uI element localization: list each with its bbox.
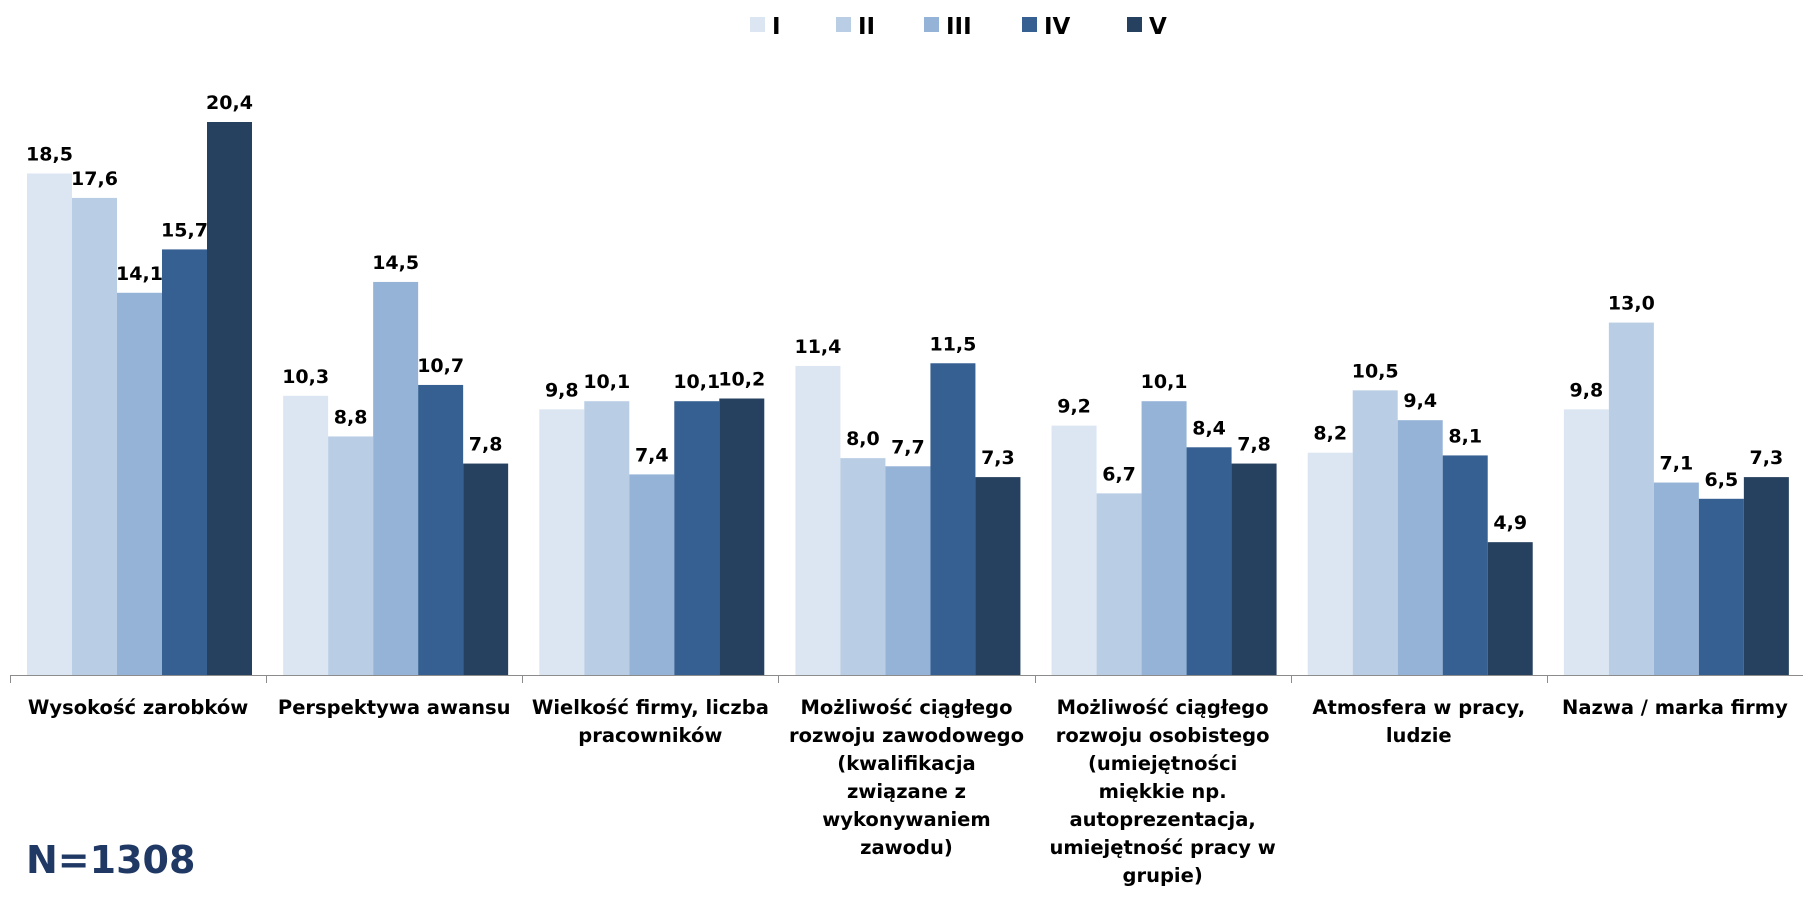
bar-series-II-cat-2	[584, 401, 630, 675]
bar-value-label: 9,4	[1403, 390, 1437, 412]
bar-value-label: 7,1	[1660, 453, 1694, 475]
x-tick-label: Nazwa / marka firmy	[1562, 696, 1788, 719]
bar-value-label: 8,4	[1192, 417, 1226, 439]
bar-value-label: 6,5	[1705, 469, 1739, 491]
bar-value-label: 17,6	[71, 168, 118, 190]
bar-series-III-cat-6	[1653, 482, 1699, 675]
bar-series-V-cat-5	[1487, 542, 1533, 675]
legend-swatch-III	[924, 17, 939, 32]
bar-value-label: 7,3	[981, 447, 1015, 469]
x-tick-label: Wielkość firmy, liczba pracowników	[531, 696, 769, 747]
bar-series-III-cat-3	[885, 466, 931, 675]
bar-value-label: 14,5	[372, 252, 419, 274]
bar-value-label: 9,8	[545, 379, 579, 401]
bar-series-V-cat-4	[1231, 463, 1277, 675]
bar-series-V-cat-0	[207, 122, 252, 675]
x-tick-label: Atmosfera w pracy, ludzie	[1312, 696, 1526, 747]
bar-value-label: 10,1	[1141, 371, 1188, 393]
x-tick-label: Wysokość zarobków	[27, 696, 249, 719]
bar-value-label: 9,8	[1570, 379, 1604, 401]
bar-series-V-cat-3	[975, 477, 1021, 675]
x-tick-label: Możliwość ciągłego rozwoju zawodowego (k…	[788, 696, 1024, 859]
bar-series-I-cat-4	[1051, 425, 1097, 675]
bar-value-label: 13,0	[1608, 293, 1655, 315]
legend-label-II: II	[858, 14, 875, 40]
bar-value-label: 10,5	[1352, 360, 1399, 382]
bar-series-IV-cat-2	[674, 401, 720, 675]
bar-value-label: 8,0	[846, 428, 880, 450]
bar-value-label: 10,1	[583, 371, 630, 393]
legend-label-I: I	[772, 14, 781, 40]
bar-series-II-cat-5	[1352, 390, 1398, 675]
x-tick-label: Perspektywa awansu	[277, 696, 511, 719]
bar-series-I-cat-1	[283, 395, 329, 675]
legend-label-IV: IV	[1044, 14, 1071, 40]
bar-series-II-cat-3	[840, 458, 886, 675]
bar-value-label: 6,7	[1102, 463, 1136, 485]
bar-value-label: 8,8	[334, 406, 368, 428]
legend-label-V: V	[1149, 14, 1167, 40]
bar-series-IV-cat-4	[1186, 447, 1232, 675]
bar-series-V-cat-1	[463, 463, 509, 675]
bar-value-label: 20,4	[206, 92, 253, 114]
bar-series-III-cat-4	[1141, 401, 1187, 675]
bar-series-II-cat-0	[72, 197, 117, 675]
bar-value-label: 10,1	[673, 371, 720, 393]
bar-value-label: 15,7	[161, 219, 208, 241]
legend-swatch-V	[1127, 17, 1142, 32]
bar-value-label: 9,2	[1057, 396, 1091, 418]
bar-series-I-cat-2	[539, 409, 585, 675]
legend-swatch-IV	[1022, 17, 1037, 32]
bar-series-II-cat-6	[1608, 322, 1654, 675]
bar-series-III-cat-1	[373, 281, 419, 675]
x-tick-label: Możliwość ciągłego rozwoju osobistego (u…	[1049, 696, 1276, 887]
bar-value-label: 7,3	[1750, 447, 1784, 469]
bar-value-label: 11,5	[929, 333, 976, 355]
bar-series-I-cat-5	[1307, 452, 1353, 675]
bar-series-I-cat-6	[1563, 409, 1609, 675]
bar-series-I-cat-3	[795, 365, 841, 675]
bar-series-V-cat-6	[1743, 477, 1789, 675]
bar-series-III-cat-2	[629, 474, 675, 675]
bar-value-label: 10,3	[282, 366, 329, 388]
bar-value-label: 11,4	[794, 336, 841, 358]
bar-series-III-cat-5	[1397, 420, 1443, 675]
bar-series-IV-cat-3	[930, 363, 976, 675]
bar-series-V-cat-2	[719, 398, 765, 675]
bar-value-label: 7,4	[635, 444, 669, 466]
bar-series-II-cat-1	[328, 436, 374, 675]
bar-series-IV-cat-0	[162, 249, 207, 675]
bar-value-label: 14,1	[116, 263, 163, 285]
bar-series-I-cat-0	[27, 173, 72, 676]
bar-value-label: 8,1	[1448, 425, 1482, 447]
bar-value-label: 7,8	[1237, 434, 1271, 456]
bar-series-IV-cat-5	[1442, 455, 1488, 675]
bar-series-IV-cat-1	[418, 384, 464, 675]
legend-swatch-I	[750, 17, 765, 32]
bar-value-label: 10,2	[718, 369, 765, 391]
bar-series-IV-cat-6	[1698, 498, 1744, 675]
sample-size-label: N=1308	[26, 838, 196, 882]
bar-value-label: 10,7	[417, 355, 464, 377]
legend-label-III: III	[946, 14, 972, 40]
bar-value-label: 4,9	[1493, 512, 1527, 534]
bar-series-II-cat-4	[1096, 493, 1142, 675]
legend-swatch-II	[836, 17, 851, 32]
bar-value-label: 7,7	[891, 436, 925, 458]
bar-series-III-cat-0	[117, 292, 162, 675]
bar-value-label: 7,8	[469, 434, 503, 456]
bar-value-label: 18,5	[26, 144, 73, 166]
bar-value-label: 8,2	[1313, 423, 1347, 445]
